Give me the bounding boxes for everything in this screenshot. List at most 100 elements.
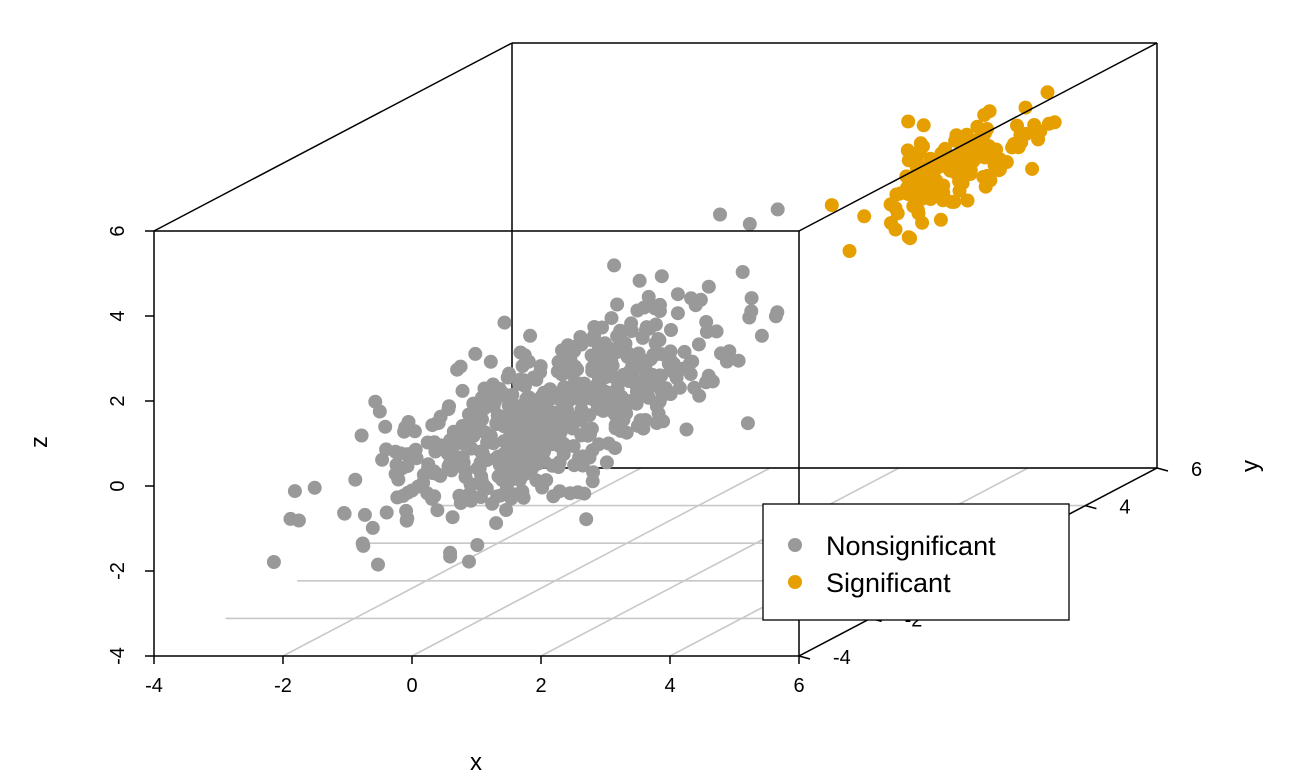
point-nonsignificant [587, 328, 602, 343]
point-nonsignificant [455, 383, 470, 398]
point-nonsignificant [744, 304, 759, 319]
x-tick-label: 2 [535, 675, 546, 697]
point-nonsignificant [466, 396, 481, 411]
point-nonsignificant [713, 207, 727, 222]
point-nonsignificant [291, 513, 306, 528]
point-nonsignificant [538, 431, 553, 446]
point-nonsignificant [483, 354, 498, 369]
point-nonsignificant [554, 386, 569, 401]
point-nonsignificant [699, 375, 713, 390]
point-nonsignificant [453, 359, 468, 374]
point-nonsignificant [355, 536, 370, 551]
point-nonsignificant [425, 491, 439, 506]
point-significant [1018, 100, 1033, 115]
point-nonsignificant [470, 461, 485, 476]
point-nonsignificant [546, 489, 561, 504]
point-nonsignificant [416, 467, 431, 482]
point-nonsignificant [480, 435, 495, 450]
point-nonsignificant [582, 450, 597, 465]
legend-box [762, 503, 1070, 621]
point-nonsignificant [507, 422, 521, 437]
point-nonsignificant [692, 388, 707, 403]
point-nonsignificant [579, 512, 594, 527]
point-nonsignificant [497, 434, 511, 449]
point-nonsignificant [515, 441, 529, 456]
point-nonsignificant [549, 417, 564, 432]
point-nonsignificant [571, 376, 585, 391]
y-tick [1156, 467, 1169, 472]
point-nonsignificant [604, 311, 619, 326]
point-significant [900, 180, 914, 195]
point-nonsignificant [520, 424, 535, 439]
point-significant [1006, 138, 1021, 153]
x-tick-label: -2 [274, 675, 292, 697]
point-nonsignificant [599, 455, 614, 470]
z-tick-label: -4 [107, 647, 129, 665]
point-nonsignificant [504, 491, 519, 506]
point-nonsignificant [556, 447, 571, 462]
point-nonsignificant [533, 359, 548, 374]
point-nonsignificant [468, 346, 483, 361]
point-nonsignificant [474, 473, 489, 488]
point-nonsignificant [570, 485, 585, 500]
point-nonsignificant [504, 401, 519, 416]
z-tick-label: 4 [107, 310, 129, 321]
point-nonsignificant [428, 444, 443, 459]
point-nonsignificant [679, 422, 694, 437]
point-nonsignificant [477, 401, 492, 416]
point-nonsignificant [555, 366, 570, 381]
point-nonsignificant [601, 436, 616, 451]
point-nonsignificant [744, 291, 759, 306]
point-nonsignificant [641, 289, 656, 304]
point-nonsignificant [455, 460, 470, 474]
point-significant [976, 170, 991, 184]
z-axis-label: z [26, 436, 53, 448]
legend-marker-significant [788, 575, 802, 589]
point-nonsignificant [770, 202, 785, 217]
point-nonsignificant [365, 520, 380, 535]
point-significant [933, 212, 948, 227]
point-nonsignificant [523, 328, 538, 343]
point-nonsignificant [357, 507, 372, 522]
point-significant [916, 118, 931, 133]
point-nonsignificant [613, 423, 628, 438]
point-nonsignificant [307, 480, 322, 495]
point-nonsignificant [768, 309, 783, 324]
point-significant [908, 146, 923, 161]
point-nonsignificant [466, 428, 481, 443]
point-significant [1040, 85, 1055, 100]
point-nonsignificant [391, 472, 406, 487]
point-nonsignificant [572, 450, 587, 465]
point-nonsignificant [620, 349, 635, 364]
point-nonsignificant [442, 456, 457, 471]
grid-line-x [411, 467, 771, 657]
point-nonsignificant [582, 408, 597, 423]
point-nonsignificant [430, 503, 445, 518]
point-nonsignificant [515, 463, 530, 478]
point-nonsignificant [452, 488, 467, 503]
point-nonsignificant [670, 306, 685, 321]
box-edge [153, 42, 513, 232]
y-tick [1085, 504, 1097, 510]
z-tick-label: 6 [107, 225, 129, 236]
point-nonsignificant [489, 516, 504, 531]
point-significant [842, 244, 857, 258]
point-nonsignificant [652, 298, 667, 313]
point-nonsignificant [685, 354, 700, 369]
point-nonsignificant [691, 337, 706, 352]
point-nonsignificant [441, 402, 456, 417]
point-nonsignificant [443, 549, 458, 564]
point-nonsignificant [379, 505, 394, 520]
point-nonsignificant [502, 366, 516, 381]
point-significant [1010, 118, 1024, 133]
point-nonsignificant [337, 506, 352, 520]
point-significant [962, 151, 977, 166]
point-nonsignificant [405, 483, 419, 498]
point-nonsignificant [287, 484, 302, 499]
point-significant [960, 193, 975, 208]
legend-marker-nonsignificant [788, 538, 802, 552]
point-significant [999, 155, 1014, 169]
point-nonsignificant [583, 427, 597, 442]
point-nonsignificant [670, 287, 685, 302]
